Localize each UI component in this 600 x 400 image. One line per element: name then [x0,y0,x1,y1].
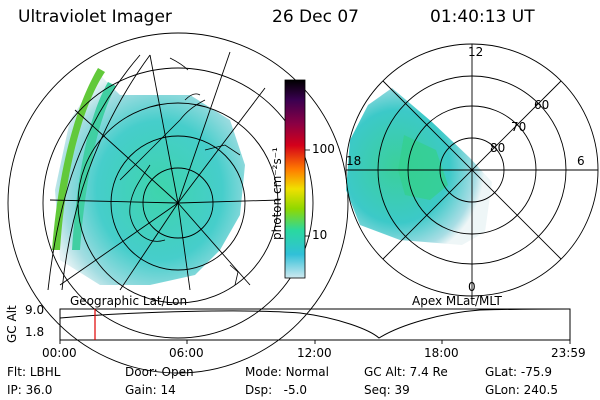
xtick-1200: 12:00 [297,346,332,360]
mlat-label-60: 60 [534,98,550,112]
mlat-label-70: 70 [511,120,527,134]
info-gain: Gain: 14 [125,383,176,397]
info-glon: GLon: 240.5 [485,383,558,397]
geographic-panel-label: Geographic Lat/Lon [70,294,188,308]
info-filter: Flt: LBHL [7,365,61,379]
instrument-title: Ultraviolet Imager [18,7,172,27]
gc-alt-ytick-9: 9.0 [25,303,45,317]
mlt-label-6: 6 [577,154,585,168]
gc-alt-ylabel: GC Alt [5,305,19,343]
xtick-1800: 18:00 [424,346,459,360]
xtick-2359: 23:59 [551,346,586,360]
info-seq: Seq: 39 [364,383,410,397]
time-label: 01:40:13 UT [430,7,535,27]
info-dsp: Dsp: -5.0 [245,383,308,397]
mlt-label-0: 0 [468,280,476,294]
info-glat: GLat: -75.9 [485,365,552,379]
mlt-label-12: 12 [468,45,484,59]
mlat-label-80: 80 [490,141,506,155]
info-mode: Mode: Normal [245,365,329,379]
colorbar-tick-10: 10 [312,228,328,242]
gc-alt-ytick-1-8: 1.8 [25,325,45,339]
xtick-0600: 06:00 [169,346,204,360]
date-label: 26 Dec 07 [272,7,359,27]
apex-panel-label: Apex MLat/MLT [412,294,502,308]
info-gc-alt: GC Alt: 7.4 Re [364,365,448,379]
xtick-0000: 00:00 [42,346,77,360]
info-ip: IP: 36.0 [7,383,53,397]
mlt-label-18: 18 [346,154,362,168]
info-door: Door: Open [125,365,194,379]
colorbar-tick-100: 100 [312,142,335,156]
